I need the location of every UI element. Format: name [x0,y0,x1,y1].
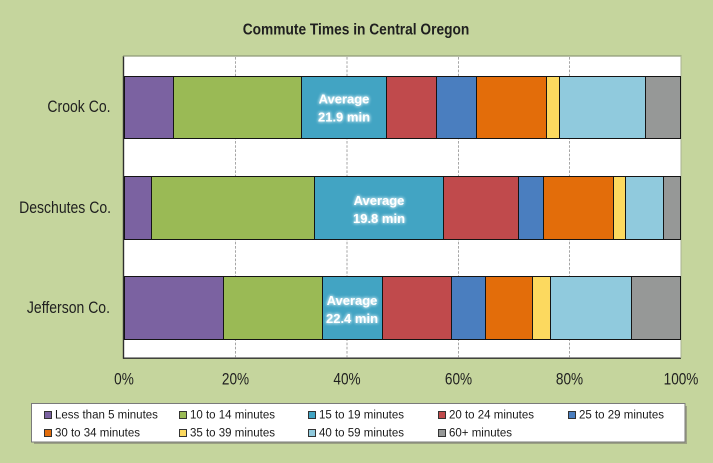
svg-text:40 to 59 minutes: 40 to 59 minutes [319,428,404,440]
svg-text:40%: 40% [333,370,360,389]
svg-text:60+ minutes: 60+ minutes [449,428,512,440]
svg-text:100%: 100% [664,370,699,389]
svg-text:Commute Times in Central Orego: Commute Times in Central Oregon [243,20,470,38]
svg-text:Deschutes Co.: Deschutes Co. [19,199,111,217]
svg-text:Average: Average [319,92,370,107]
svg-text:22.4 min: 22.4 min [326,311,378,326]
svg-text:35 to 39 minutes: 35 to 39 minutes [190,428,275,440]
svg-text:21.9 min: 21.9 min [318,110,370,125]
svg-text:20 to 24 minutes: 20 to 24 minutes [449,410,534,422]
svg-text:30 to 34 minutes: 30 to 34 minutes [55,428,140,440]
svg-text:60%: 60% [445,370,472,389]
svg-text:0%: 0% [114,370,134,389]
svg-text:10 to 14 minutes: 10 to 14 minutes [190,410,275,422]
svg-text:Average: Average [327,293,378,308]
svg-text:Jefferson Co.: Jefferson Co. [27,299,110,317]
svg-text:19.8 min: 19.8 min [353,211,405,226]
svg-text:Average: Average [354,193,405,208]
svg-text:80%: 80% [556,370,583,389]
svg-text:Less than 5 minutes: Less than 5 minutes [55,410,158,422]
svg-text:20%: 20% [222,370,249,389]
svg-text:Crook Co.: Crook Co. [47,98,110,116]
svg-text:15 to 19 minutes: 15 to 19 minutes [319,410,404,422]
svg-text:25 to 29 minutes: 25 to 29 minutes [579,410,664,422]
